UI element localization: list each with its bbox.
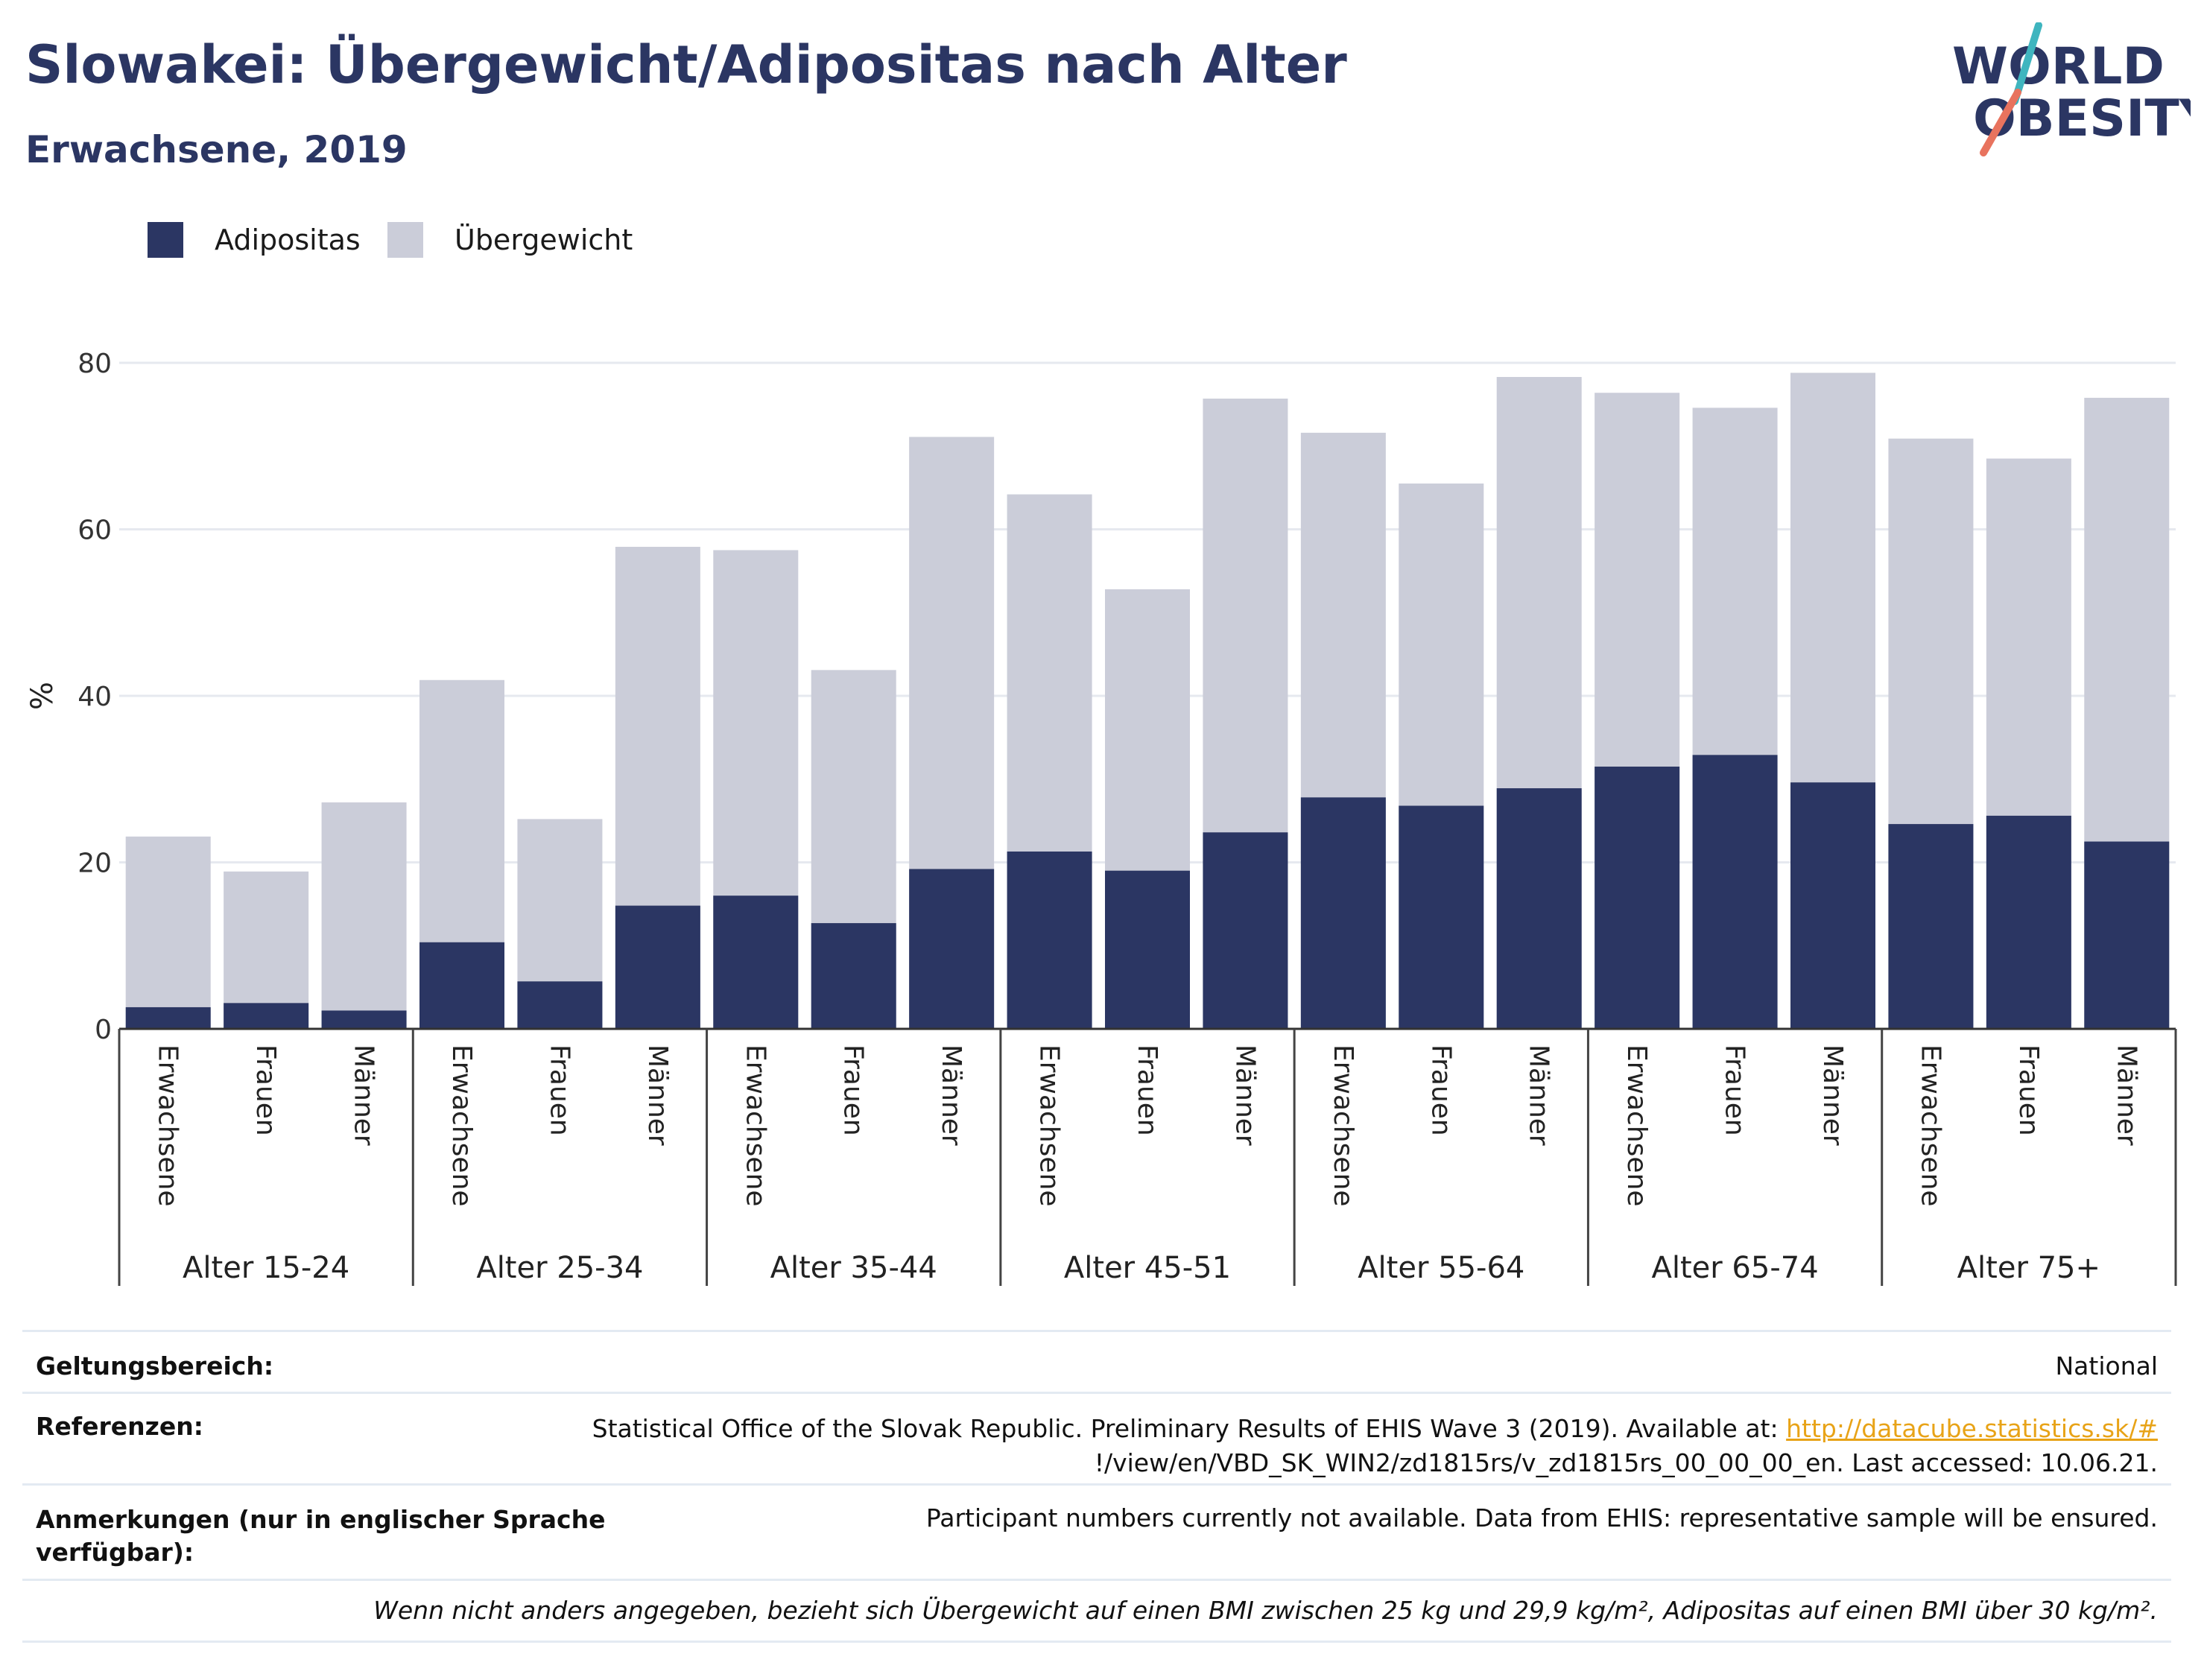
y-axis-label: % [25, 682, 60, 710]
y-tick-label-60: 60 [77, 516, 112, 546]
x-tick-label-19: Frauen [2013, 1045, 2044, 1136]
footer-row-notes: Anmerkungen (nur in englischer Sprache v… [22, 1483, 2171, 1579]
footer-table: Geltungsbereich: National Referenzen: St… [22, 1330, 2171, 1643]
x-tick-label-18: Erwachsene [1915, 1045, 1945, 1207]
x-tick-label-11: Männer [1229, 1045, 1260, 1146]
scope-label: Geltungsbereich: [36, 1351, 274, 1381]
x-tick-label-4: Frauen [544, 1045, 574, 1136]
group-label-1: Alter 25-34 [476, 1251, 643, 1285]
bar-adipositas-18 [1888, 824, 1974, 1029]
y-tick-label-80: 80 [77, 349, 112, 379]
bar-adipositas-9 [1007, 851, 1092, 1029]
legend-swatch-adipositas [148, 222, 183, 258]
bar-adipositas-15 [1595, 766, 1680, 1029]
references-label: Referenzen: [36, 1412, 203, 1441]
bar-adipositas-2 [321, 1010, 407, 1029]
bar-adipositas-17 [1790, 782, 1875, 1029]
x-tick-label-10: Frauen [1132, 1045, 1162, 1136]
group-label-4: Alter 55-64 [1358, 1251, 1524, 1285]
notes-label-line-2: verfügbar): [36, 1538, 194, 1567]
x-tick-label-20: Männer [2111, 1045, 2141, 1146]
bar-adipositas-5 [615, 905, 700, 1029]
bar-adipositas-14 [1496, 788, 1582, 1029]
legend-swatch-uebergewicht [387, 222, 423, 258]
group-label-3: Alter 45-51 [1064, 1251, 1231, 1285]
bar-adipositas-19 [1986, 815, 2071, 1029]
bar-adipositas-7 [811, 923, 896, 1029]
y-tick-label-0: 0 [95, 1015, 112, 1045]
bmi-definition-note: Wenn nicht anders angegeben, bezieht sic… [373, 1596, 2158, 1625]
x-tick-label-3: Erwachsene [446, 1045, 477, 1207]
group-label-6: Alter 75+ [1957, 1251, 2100, 1285]
footer-row-scope: Geltungsbereich: National [22, 1330, 2171, 1392]
x-tick-label-14: Männer [1524, 1045, 1554, 1146]
logo-word-obesity: OBESITY [1973, 89, 2191, 148]
footer-row-references: Referenzen: Statistical Office of the Sl… [22, 1392, 2171, 1483]
references-value: Statistical Office of the Slovak Republi… [592, 1412, 2158, 1480]
bar-adipositas-3 [419, 942, 504, 1029]
world-obesity-logo: WORLD OBESITY [1952, 22, 2191, 156]
references-text-2: !/view/en/VBD_SK_WIN2/zd1815rs/v_zd1815r… [1094, 1448, 2158, 1477]
logo-slash-coral [1980, 89, 2021, 156]
x-tick-label-5: Männer [642, 1045, 673, 1146]
notes-value: Participant numbers currently not availa… [925, 1503, 2158, 1532]
bar-adipositas-0 [125, 1007, 211, 1029]
bar-adipositas-4 [517, 981, 603, 1029]
bar-chart: 0 20 40 60 80% Erwachsene Frauen Männer Erwachse… [25, 349, 2177, 1286]
group-label-2: Alter 35-44 [770, 1251, 937, 1285]
x-tick-label-0: Erwachsene [153, 1045, 183, 1207]
logo-word-world: WORLD [1952, 37, 2165, 96]
scope-value: National [2055, 1351, 2158, 1381]
bar-adipositas-16 [1692, 755, 1778, 1029]
group-label-5: Alter 65-74 [1651, 1251, 1818, 1285]
bar-uebergewicht-2 [321, 802, 407, 1029]
x-tick-label-6: Erwachsene [740, 1045, 770, 1207]
references-text-1: Statistical Office of the Slovak Republi… [592, 1414, 1787, 1443]
footer-row-definition: Wenn nicht anders angegeben, bezieht sic… [22, 1579, 2171, 1643]
bar-adipositas-6 [713, 896, 799, 1029]
notes-label-line-1: Anmerkungen (nur in englischer Sprache [36, 1505, 606, 1534]
x-tick-label-9: Erwachsene [1034, 1045, 1065, 1207]
legend-label-uebergewicht: Übergewicht [455, 224, 633, 256]
bar-uebergewicht-0 [125, 836, 211, 1029]
x-tick-label-13: Frauen [1425, 1045, 1456, 1136]
bar-adipositas-1 [224, 1003, 309, 1029]
chart-subtitle: Erwachsene, 2019 [25, 128, 408, 171]
bar-uebergewicht-1 [224, 871, 309, 1029]
notes-label: Anmerkungen (nur in englischer Sprache v… [36, 1503, 605, 1569]
x-tick-label-15: Erwachsene [1621, 1045, 1652, 1207]
group-label-0: Alter 15-24 [183, 1251, 349, 1285]
y-tick-label-20: 20 [77, 849, 112, 879]
x-tick-label-8: Männer [936, 1045, 966, 1146]
bar-adipositas-12 [1300, 797, 1386, 1029]
bar-adipositas-13 [1399, 805, 1484, 1029]
legend-label-adipositas: Adipositas [215, 224, 361, 256]
x-tick-label-1: Frauen [250, 1045, 281, 1136]
bar-adipositas-20 [2084, 841, 2170, 1029]
chart-title: Slowakei: Übergewicht/Adipositas nach Al… [25, 34, 1347, 95]
x-tick-label-16: Frauen [1720, 1045, 1750, 1136]
references-link[interactable]: http://datacube.statistics.sk/# [1786, 1414, 2158, 1443]
x-tick-label-2: Männer [349, 1045, 379, 1146]
bar-adipositas-10 [1105, 870, 1190, 1029]
bar-adipositas-11 [1203, 832, 1288, 1029]
logo-slash-teal [2011, 22, 2042, 105]
x-tick-label-12: Erwachsene [1328, 1045, 1358, 1207]
x-tick-label-17: Männer [1817, 1045, 1848, 1146]
x-tick-label-7: Frauen [838, 1045, 869, 1136]
bar-adipositas-8 [909, 869, 995, 1029]
y-tick-label-40: 40 [77, 682, 112, 712]
